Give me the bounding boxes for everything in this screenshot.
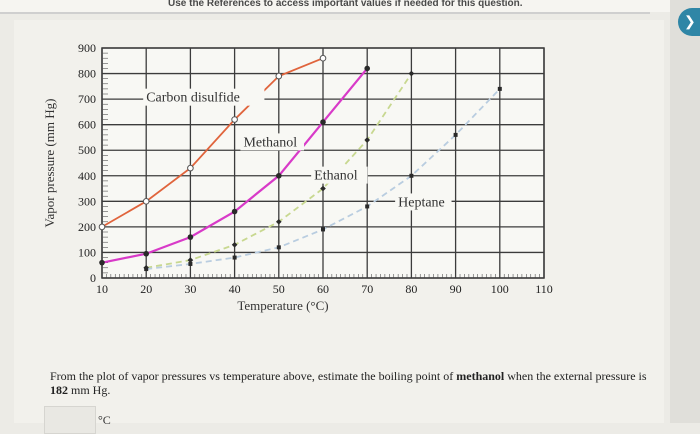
question-text-before: From the plot of vapor pressures vs temp…	[50, 369, 457, 383]
x-axis-label: Temperature (°C)	[237, 298, 328, 313]
x-tick-label: 100	[491, 282, 509, 296]
top-bar	[0, 0, 700, 12]
series-label: Methanol	[243, 135, 297, 150]
y-tick-label: 800	[78, 67, 96, 81]
x-tick-label: 20	[140, 282, 152, 296]
series-label: Ethanol	[314, 169, 358, 184]
y-tick-label: 400	[78, 169, 96, 183]
x-tick-label: 30	[184, 282, 196, 296]
answer-input[interactable]	[44, 406, 96, 434]
x-tick-label: 80	[405, 282, 417, 296]
chevron-icon: ❯	[684, 13, 696, 29]
data-point	[188, 261, 193, 266]
x-tick-label: 70	[361, 282, 373, 296]
series-label-bg	[395, 193, 452, 211]
data-point	[144, 267, 149, 272]
top-divider	[0, 12, 650, 14]
data-point	[320, 185, 326, 192]
series-line-carbon-disulfide	[101, 57, 324, 228]
references-notice: Use the References to access important v…	[168, 0, 523, 9]
x-tick-label: 60	[317, 282, 329, 296]
y-tick-label: 700	[78, 92, 96, 106]
data-point	[276, 245, 281, 250]
series-label-bg	[311, 166, 368, 184]
question-text-middle: when the external pressure is	[504, 369, 647, 383]
data-point	[275, 218, 282, 225]
data-point	[453, 132, 458, 137]
x-tick-label: 10	[96, 282, 108, 296]
x-tick-label: 40	[229, 282, 241, 296]
data-point	[409, 173, 414, 178]
vapor-pressure-chart: 10 20 30 40 50 60 70 80 90 100 110 0 100 200 300 400 500…	[42, 41, 553, 313]
data-point	[231, 116, 238, 123]
data-point	[321, 227, 325, 232]
y-tick-label: 500	[78, 143, 96, 157]
right-margin	[670, 0, 700, 423]
series-label: Carbon disulfide	[146, 91, 240, 106]
question-text-after: mm Hg.	[68, 383, 111, 397]
data-point	[187, 257, 194, 263]
x-tick-label: 110	[535, 282, 553, 296]
x-tick-label: 90	[450, 282, 462, 296]
data-point	[319, 54, 327, 62]
y-tick-label: 600	[78, 118, 96, 132]
data-point	[187, 234, 194, 240]
data-point	[275, 72, 283, 80]
data-point	[187, 164, 194, 172]
y-tick-label: 300	[78, 194, 96, 208]
data-point	[142, 198, 150, 205]
data-point	[232, 255, 237, 260]
x-tick-label: 50	[273, 282, 285, 296]
series-label-bg	[240, 133, 305, 151]
data-point	[98, 223, 106, 231]
y-tick-label: 0	[90, 271, 96, 285]
data-point	[231, 241, 238, 248]
y-tick-label: 200	[78, 220, 96, 234]
data-point	[497, 86, 502, 91]
series-label-bg	[143, 88, 265, 106]
data-point	[231, 208, 238, 215]
question-pressure: 182	[50, 383, 68, 397]
answer-unit: °C	[98, 413, 111, 427]
series-label: Heptane	[398, 195, 445, 210]
data-point	[364, 65, 371, 72]
data-point	[365, 204, 370, 209]
data-point	[320, 119, 326, 125]
data-point	[143, 250, 149, 257]
question-panel: 10 20 30 40 50 60 70 80 90 100 110 0 100 200 300 400 500…	[14, 20, 664, 434]
data-point	[99, 259, 105, 266]
data-point	[364, 137, 371, 143]
help-button[interactable]: ❯	[678, 8, 700, 36]
question-compound: methanol	[456, 369, 505, 383]
y-tick-label: 900	[78, 41, 96, 55]
question-text: From the plot of vapor pressures vs temp…	[50, 369, 650, 397]
y-tick-label: 100	[78, 245, 96, 259]
y-axis-label: Vapor pressure (mm Hg)	[42, 99, 57, 228]
data-point	[276, 172, 282, 179]
